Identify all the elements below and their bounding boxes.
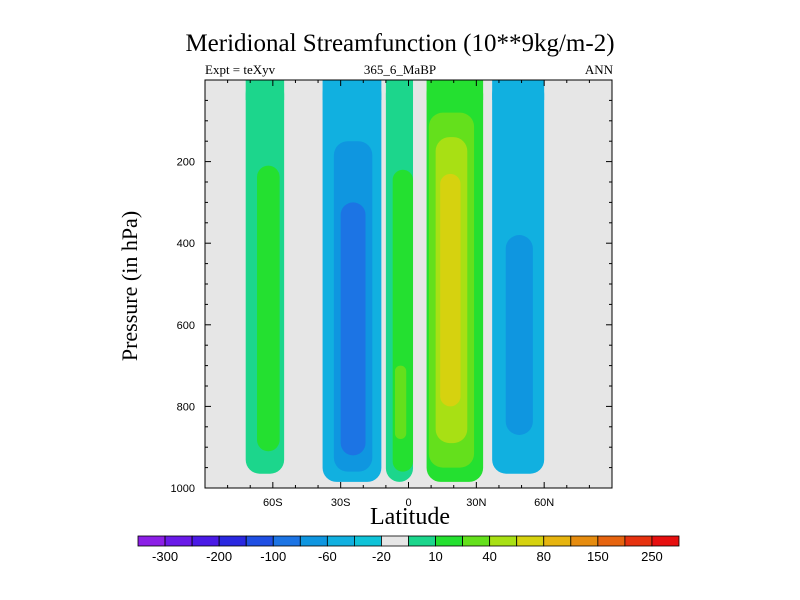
colorbar-swatch [435, 535, 463, 547]
colorbar-swatch [381, 535, 409, 547]
y-tick-label: 800 [177, 401, 195, 413]
colorbar-label: 40 [482, 549, 496, 564]
x-tick-label: 0 [405, 497, 411, 509]
x-axis-label: Latitude [370, 504, 450, 530]
colorbar-swatch [137, 535, 166, 547]
contour-region-9-top [426, 80, 484, 100]
colorbar-label: 10 [428, 549, 442, 564]
colorbar-swatch [164, 535, 193, 547]
colorbar-swatch [272, 535, 301, 547]
colorbar-swatch [218, 535, 247, 547]
contour-region-8 [394, 365, 407, 440]
contour-region-2 [257, 165, 280, 452]
colorbar-swatch [245, 535, 274, 547]
season-label: ANN [584, 62, 613, 77]
x-tick-label: 60S [263, 497, 283, 509]
contour-region-12 [440, 173, 461, 407]
colorbar-swatch [462, 535, 491, 547]
y-tick-label: 1000 [171, 483, 195, 495]
y-tick-label: 600 [177, 320, 195, 332]
colorbar-label: -300 [152, 549, 178, 564]
colorbar-swatch [191, 535, 220, 547]
chart-title: Meridional Streamfunction (10**9kg/m-2) [185, 30, 615, 57]
colorbar-swatch [651, 535, 680, 547]
colorbar-swatch [597, 535, 626, 547]
contour-region-13-top [492, 80, 545, 100]
colorbar-label: 250 [641, 549, 663, 564]
colorbar-label: -60 [318, 549, 337, 564]
experiment-label: Expt = teXyv [205, 62, 276, 77]
colorbar: -300 -200 -100 -60 -20 10 40 80 150 250 [137, 535, 680, 564]
colorbar-swatch [353, 535, 382, 547]
colorbar-swatch [570, 535, 599, 547]
colorbar-swatch [516, 535, 545, 547]
contour-region-3-top [322, 80, 382, 100]
y-tick-label: 200 [177, 157, 195, 169]
x-tick-label: 30N [466, 497, 486, 509]
x-tick-label: 30S [331, 497, 351, 509]
colorbar-swatch [326, 535, 355, 547]
contour-region-5 [340, 202, 366, 456]
contour-region-1-top [245, 80, 285, 100]
colorbar-swatch [299, 535, 328, 547]
colorbar-label: 80 [537, 549, 551, 564]
y-tick-label: 400 [177, 238, 195, 250]
contour-region-14 [505, 235, 533, 435]
colorbar-swatch [624, 535, 653, 547]
contour-region-6-top [385, 80, 414, 100]
x-tick-label: 60N [534, 497, 554, 509]
colorbar-label: 150 [587, 549, 609, 564]
colorbar-label: -20 [372, 549, 391, 564]
plot-area [205, 80, 612, 488]
colorbar-swatch [543, 535, 572, 547]
colorbar-label: -200 [206, 549, 232, 564]
colorbar-label: -100 [260, 549, 286, 564]
colorbar-swatch [408, 535, 436, 547]
colorbar-swatch [489, 535, 518, 547]
case-label: 365_6_MaBP [363, 62, 437, 77]
axes: 200 400 600 800 1000 60S 30S 0 30N 60N [171, 79, 613, 509]
